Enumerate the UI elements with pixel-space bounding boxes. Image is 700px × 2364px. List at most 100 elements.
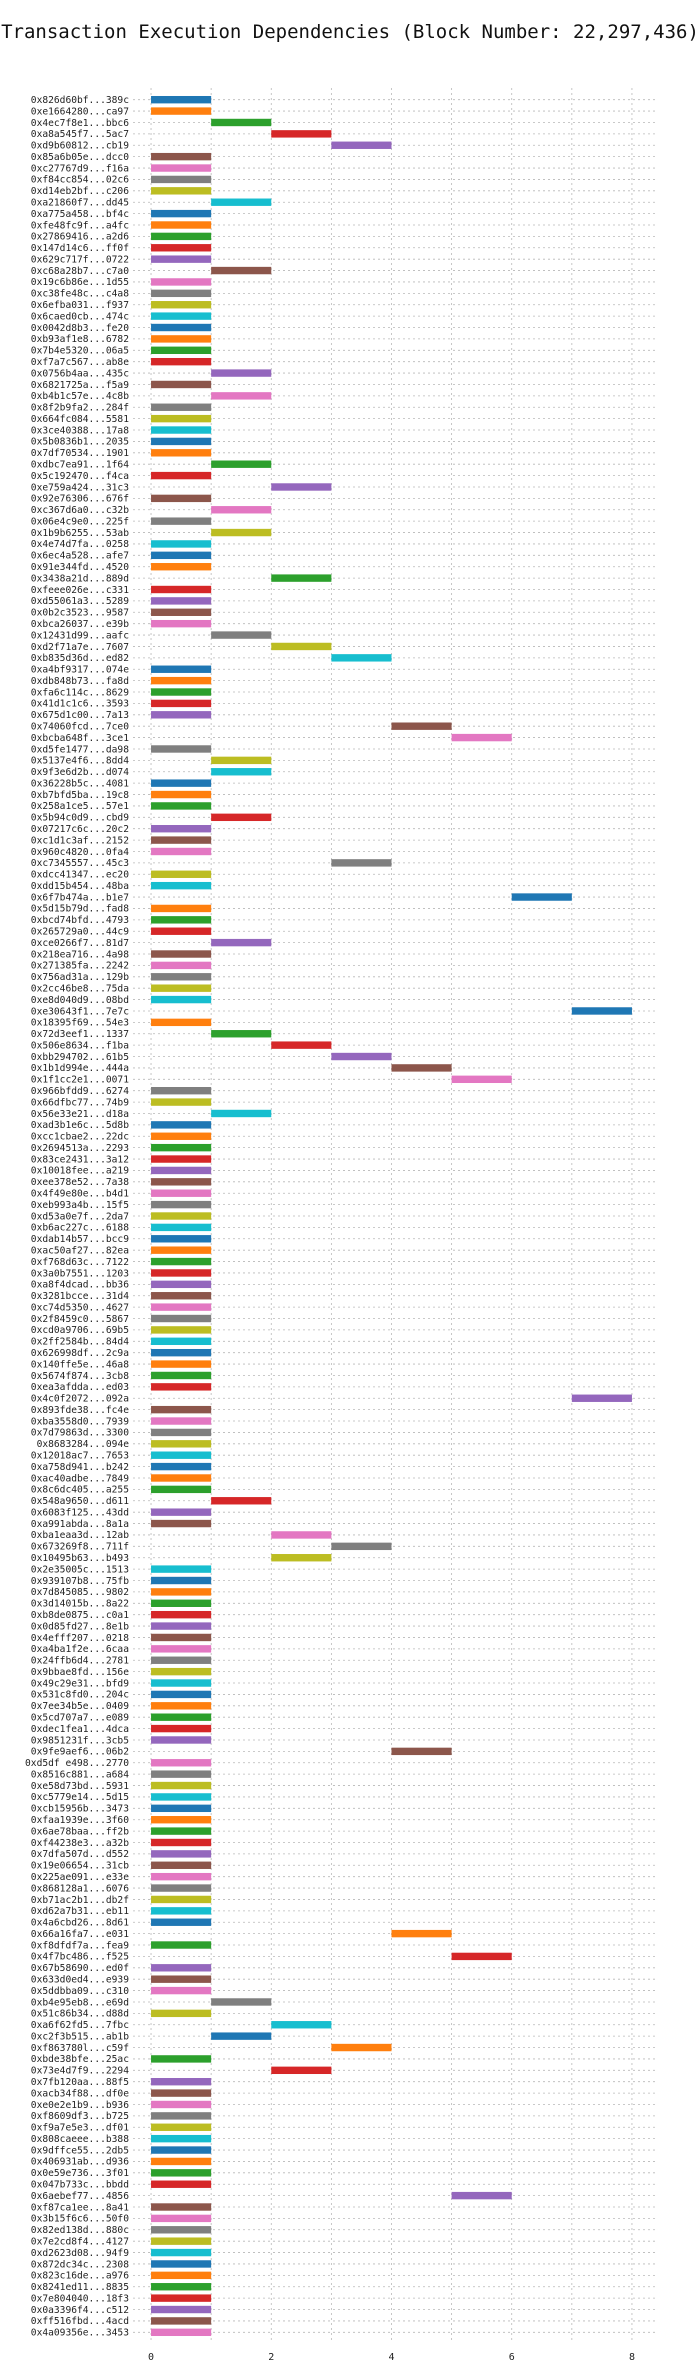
transaction-bar	[151, 1303, 212, 1311]
transaction-label: 0x27869416...a2d6	[31, 232, 129, 243]
transaction-bar	[151, 1713, 212, 1721]
transaction-label: 0x5b0836b1...2035	[31, 437, 129, 448]
transaction-label: 0xee378e52...7a38	[31, 1177, 129, 1188]
transaction-label: 0x7e804040...18f3	[31, 2293, 129, 2304]
transaction-label: 0x24ffb6d4...2781	[31, 1656, 129, 1667]
transaction-bar	[211, 938, 272, 947]
transaction-label: 0x626998df...2c9a	[31, 1348, 129, 1359]
transaction-label: 0x823c16de...a976	[31, 2271, 129, 2282]
transaction-label: 0x633d0ed4...e939	[31, 1974, 129, 1985]
transaction-label: 0x7e2cd8f4...4127	[31, 2236, 129, 2247]
transaction-bar	[151, 1690, 212, 1699]
transaction-label: 0x7df70534...1901	[31, 448, 129, 459]
transaction-label: 0x047b733c...bbdd	[31, 2180, 129, 2191]
transaction-label: 0x6083f125...43dd	[31, 1507, 129, 1518]
transaction-bar	[151, 1212, 212, 1220]
transaction-label: 0x8241ed11...8835	[31, 2282, 129, 2293]
transaction-bar	[151, 107, 212, 115]
transaction-bar	[151, 1736, 212, 1744]
transaction-label: 0xb93af1e8...6782	[31, 334, 129, 345]
transaction-label: 0xa8f4dcad...bb36	[31, 1280, 129, 1291]
transaction-bar	[151, 289, 212, 298]
transaction-label: 0xf768d63c...7122	[31, 1257, 129, 1268]
transaction-bar	[151, 1918, 212, 1926]
x-tick-label: 0	[148, 2352, 154, 2363]
transaction-label: 0x531c8fd0...204c	[31, 1690, 129, 1701]
transaction-bar	[151, 1485, 212, 1494]
transaction-label: 0x2e35005c...1513	[31, 1564, 129, 1575]
transaction-bar	[211, 460, 272, 468]
transaction-label: 0x8516c881...a684	[31, 1769, 129, 1780]
transaction-label: 0x868128a1...6076	[31, 1883, 129, 1894]
transaction-label: 0x4efff207...0218	[31, 1633, 129, 1644]
transaction-bar	[151, 1793, 212, 1801]
transaction-label: 0xcb15956b...3473	[31, 1804, 129, 1815]
transaction-label: 0xe58d73bd...5931	[31, 1781, 129, 1792]
transaction-label: 0xcc1cbae2...22dc	[31, 1132, 129, 1143]
transaction-bar	[151, 927, 212, 935]
transaction-bar	[391, 1747, 452, 1756]
transaction-label: 0xd53a0e7f...2da7	[31, 1211, 129, 1222]
transaction-bar	[391, 1064, 452, 1072]
transaction-bar	[271, 642, 332, 651]
transaction-label: 0xdb848b73...fa8d	[31, 676, 129, 687]
transaction-label: 0x3281bcce...31d4	[31, 1291, 129, 1302]
transaction-bar	[151, 426, 212, 434]
transaction-bars	[151, 95, 632, 2337]
transaction-label: 0x4f7bc486...f525	[31, 1952, 129, 1963]
transaction-label: 0x56e33e21...d18a	[31, 1109, 129, 1120]
transaction-bar	[151, 414, 212, 423]
transaction-label: 0xd5fe1477...da98	[31, 744, 129, 755]
transaction-bar	[151, 1121, 212, 1129]
transaction-label: 0x3ce40388...17a8	[31, 425, 129, 436]
transaction-label: 0x506e8634...f1ba	[31, 1040, 129, 1051]
transaction-bar	[151, 995, 212, 1004]
x-tick-label: 4	[388, 2352, 394, 2363]
transaction-label: 0x41d1c1c6...3593	[31, 699, 129, 710]
transaction-label: 0xb4b1c57e...4c8b	[31, 391, 129, 402]
transaction-label: 0x6efba031...f937	[31, 300, 129, 311]
transaction-label: 0xbcba648f...3ce1	[31, 733, 129, 744]
transaction-label: 0xf7a7c567...ab8e	[31, 357, 129, 368]
transaction-label: 0xb7bfd5ba...19c8	[31, 790, 129, 801]
transaction-label: 0x4c0f2072...092a	[31, 1394, 129, 1405]
transaction-label: 0x7d845085...9802	[31, 1587, 129, 1598]
transaction-bar	[151, 847, 212, 856]
transaction-bar	[151, 1018, 212, 1027]
transaction-label: 0xba1eaa3d...12ab	[31, 1530, 129, 1541]
transaction-bar	[211, 528, 272, 537]
transaction-bar	[151, 1269, 212, 1277]
transaction-bar	[211, 631, 272, 639]
transaction-label: 0x3d14015b...8a22	[31, 1599, 129, 1610]
transaction-bar	[151, 2214, 212, 2223]
transaction-bar	[151, 665, 212, 673]
transaction-bar	[151, 437, 212, 446]
transaction-label: 0xdbc7ea91...1f64	[31, 460, 129, 471]
transaction-bar	[151, 1178, 212, 1186]
transaction-bar	[151, 585, 212, 594]
transaction-label: 0x7ee34b5e...0409	[31, 1701, 129, 1712]
transaction-label: 0x258a1ce5...57e1	[31, 801, 129, 812]
transaction-label: 0x271385fa...2242	[31, 961, 129, 972]
transaction-bar	[151, 1337, 212, 1345]
transaction-label: 0x66a16fa7...e031	[31, 1929, 129, 1940]
transaction-label: 0x218ea716...4a98	[31, 949, 129, 960]
transaction-bar	[151, 1451, 212, 1459]
transaction-bar	[571, 1394, 632, 1402]
transaction-label: 0x0e59e736...3f01	[31, 2168, 129, 2179]
transaction-bar	[151, 1257, 212, 1266]
transaction-bar	[151, 1576, 212, 1585]
transaction-bar	[151, 1986, 212, 1995]
transaction-label: 0x966bfdd9...6274	[31, 1086, 129, 1097]
transaction-label: 0x8f2b9fa2...284f	[31, 403, 129, 414]
transaction-bar	[451, 733, 512, 742]
transaction-label: 0x6ae78baa...ff2b	[31, 1826, 129, 1837]
transaction-label: 0xd14eb2bf...c206	[31, 186, 129, 197]
transaction-label: 0xdcc41347...ec20	[31, 870, 129, 881]
transaction-bar	[151, 881, 212, 890]
transaction-bar	[151, 2078, 212, 2086]
transaction-bar	[211, 2032, 272, 2040]
transaction-bar	[151, 984, 212, 992]
transaction-label: 0xd62a7b31...eb11	[31, 1906, 129, 1917]
transaction-label: 0x147d14c6...ff0f	[31, 243, 129, 254]
